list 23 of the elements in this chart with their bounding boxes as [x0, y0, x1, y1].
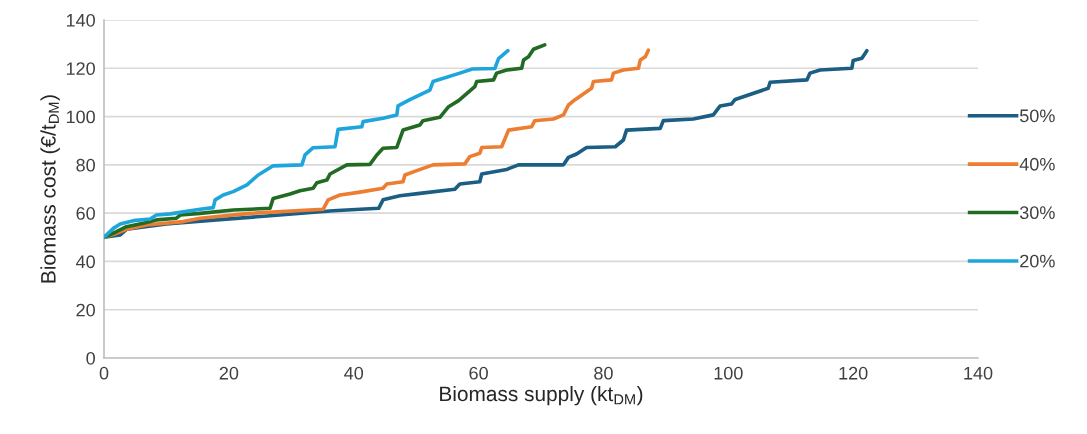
legend-label: 20% [1020, 254, 1055, 268]
y-tick-label: 100 [66, 110, 95, 124]
x-tick-label: 60 [469, 366, 488, 380]
y-tick-label: 20 [76, 303, 95, 317]
legend-label: 40% [1019, 157, 1055, 171]
y-tick-label: 140 [66, 13, 95, 27]
x-tick-label: 140 [964, 366, 993, 380]
x-tick-label: 100 [714, 366, 743, 380]
x-tick-label: 120 [839, 366, 868, 380]
y-tick-label: 0 [86, 351, 95, 365]
y-axis-title: Biomass cost (€/t$_{DM}$) [40, 95, 60, 283]
legend-label: 30% [1019, 206, 1055, 220]
x-axis-title: Biomass supply (kt$_{DM}$) [440, 385, 643, 406]
x-tick-label: 80 [594, 366, 613, 380]
line-series [104, 48, 869, 240]
y-tick-label: 120 [66, 62, 95, 76]
y-tick-label: 60 [76, 207, 95, 220]
y-tick-label: 40 [76, 255, 95, 269]
x-tick-label: 40 [344, 366, 364, 380]
x-tick-label: 0 [99, 366, 109, 380]
y-tick-label: 80 [76, 158, 95, 172]
x-tick-label: 20 [219, 366, 239, 380]
legend-label: 50% [1019, 109, 1055, 123]
